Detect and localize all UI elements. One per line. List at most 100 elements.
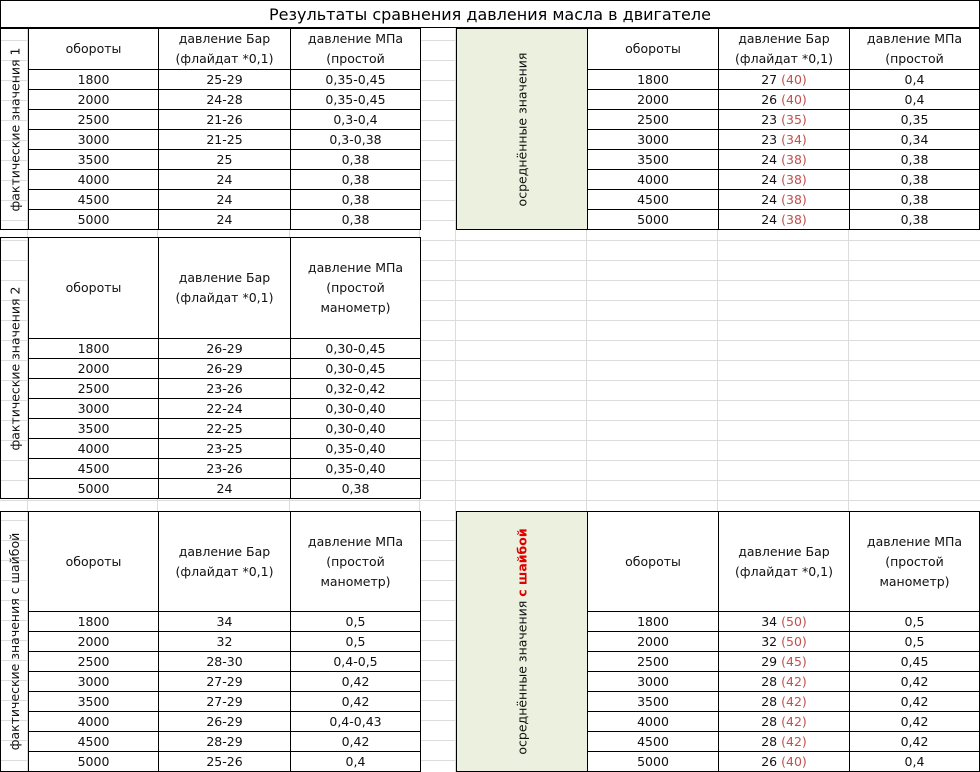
table-cell[interactable]: 1800 — [587, 611, 719, 632]
table-cell[interactable]: 24 — [158, 478, 291, 499]
table-cell[interactable]: 1800 — [28, 338, 159, 359]
table-cell[interactable]: 2000 — [587, 631, 719, 652]
table-cell[interactable]: 0,42 — [290, 671, 421, 692]
table-cell[interactable]: 2500 — [587, 651, 719, 672]
table-cell[interactable]: 1800 — [28, 69, 159, 90]
table-cell[interactable]: 4000 — [28, 711, 159, 732]
table-cell[interactable]: 0,5 — [290, 631, 421, 652]
table-cell[interactable]: 34 — [158, 611, 291, 632]
table-cell[interactable]: 23 (34) — [718, 129, 850, 150]
table-cell[interactable]: 26-29 — [158, 358, 291, 379]
column-header[interactable]: давление Бар (флайдат *0,1) — [718, 28, 850, 70]
table-cell[interactable]: 0,35-0,45 — [290, 69, 421, 90]
table-cell[interactable]: 0,42 — [849, 731, 980, 752]
table-cell[interactable]: 28-30 — [158, 651, 291, 672]
table-cell[interactable]: 3000 — [28, 671, 159, 692]
table-cell[interactable]: 25-26 — [158, 751, 291, 772]
table-cell[interactable]: 0,30-0,40 — [290, 418, 421, 439]
table-cell[interactable]: 0,35 — [849, 109, 980, 130]
table-cell[interactable]: 3500 — [28, 691, 159, 712]
table-cell[interactable]: 2000 — [587, 89, 719, 110]
column-header[interactable]: обороты — [587, 511, 719, 612]
table-cell[interactable]: 0,5 — [849, 631, 980, 652]
table-cell[interactable]: 0,5 — [849, 611, 980, 632]
table-cell[interactable]: 0,38 — [849, 149, 980, 170]
table-cell[interactable]: 3000 — [28, 398, 159, 419]
table-cell[interactable]: 0,38 — [290, 149, 421, 170]
table-cell[interactable]: 1800 — [587, 69, 719, 90]
table-cell[interactable]: 29 (45) — [718, 651, 850, 672]
table-cell[interactable]: 26-29 — [158, 338, 291, 359]
table-cell[interactable]: 5000 — [28, 209, 159, 230]
table-cell[interactable]: 24 (38) — [718, 209, 850, 230]
table-cell[interactable]: 0,38 — [290, 478, 421, 499]
table-cell[interactable]: 4000 — [28, 169, 159, 190]
table-cell[interactable]: 5000 — [28, 478, 159, 499]
column-header[interactable]: давление МПа (простой манометр) — [290, 237, 421, 339]
table-cell[interactable]: 21-26 — [158, 109, 291, 130]
table-cell[interactable]: 0,38 — [849, 189, 980, 210]
table-cell[interactable]: 0,35-0,40 — [290, 438, 421, 459]
table-cell[interactable]: 23-26 — [158, 458, 291, 479]
table-cell[interactable]: 0,42 — [290, 691, 421, 712]
column-header[interactable]: обороты — [28, 237, 159, 339]
table-cell[interactable]: 0,3-0,4 — [290, 109, 421, 130]
table-cell[interactable]: 3000 — [587, 671, 719, 692]
table-cell[interactable]: 32 (50) — [718, 631, 850, 652]
table-cell[interactable]: 3500 — [587, 691, 719, 712]
table-cell[interactable]: 3000 — [28, 129, 159, 150]
table-cell[interactable]: 24 (38) — [718, 189, 850, 210]
table-cell[interactable]: 0,42 — [849, 671, 980, 692]
table-cell[interactable]: 0,38 — [290, 209, 421, 230]
table-cell[interactable]: 34 (50) — [718, 611, 850, 632]
table-cell[interactable]: 23-26 — [158, 378, 291, 399]
table-cell[interactable]: 4000 — [587, 169, 719, 190]
table-cell[interactable]: 0,38 — [849, 169, 980, 190]
table-cell[interactable]: 28-29 — [158, 731, 291, 752]
table-cell[interactable]: 4500 — [28, 189, 159, 210]
table-cell[interactable]: 0,32-0,42 — [290, 378, 421, 399]
table-cell[interactable]: 24 — [158, 189, 291, 210]
table-cell[interactable]: 24 — [158, 209, 291, 230]
table-cell[interactable]: 4500 — [28, 458, 159, 479]
table-cell[interactable]: 0,38 — [290, 169, 421, 190]
table-cell[interactable]: 0,3-0,38 — [290, 129, 421, 150]
table-cell[interactable]: 2500 — [28, 378, 159, 399]
table-cell[interactable]: 4500 — [28, 731, 159, 752]
column-header[interactable]: давление Бар (флайдат *0,1) — [158, 237, 291, 339]
table-cell[interactable]: 25-29 — [158, 69, 291, 90]
table-cell[interactable]: 27 (40) — [718, 69, 850, 90]
table-cell[interactable]: 3000 — [587, 129, 719, 150]
table-cell[interactable]: 28 (42) — [718, 731, 850, 752]
table-cell[interactable]: 0,30-0,40 — [290, 398, 421, 419]
column-header[interactable]: давление Бар (флайдат *0,1) — [158, 511, 291, 612]
table-cell[interactable]: 0,38 — [849, 209, 980, 230]
column-header[interactable]: давление МПа (простой — [290, 28, 421, 70]
column-header[interactable]: давление Бар (флайдат *0,1) — [158, 28, 291, 70]
table-cell[interactable]: 2000 — [28, 89, 159, 110]
table-cell[interactable]: 32 — [158, 631, 291, 652]
table-cell[interactable]: 22-24 — [158, 398, 291, 419]
table-cell[interactable]: 3500 — [28, 418, 159, 439]
table-cell[interactable]: 25 — [158, 149, 291, 170]
table-cell[interactable]: 2500 — [28, 651, 159, 672]
table-cell[interactable]: 26 (40) — [718, 89, 850, 110]
table-cell[interactable]: 24 — [158, 169, 291, 190]
table-cell[interactable]: 28 (42) — [718, 711, 850, 732]
column-header[interactable]: обороты — [28, 511, 159, 612]
table-cell[interactable]: 27-29 — [158, 691, 291, 712]
column-header[interactable]: обороты — [587, 28, 719, 70]
table-cell[interactable]: 3500 — [587, 149, 719, 170]
table-cell[interactable]: 0,4 — [849, 751, 980, 772]
table-cell[interactable]: 28 (42) — [718, 671, 850, 692]
column-header[interactable]: давление МПа (простой манометр) — [849, 511, 980, 612]
table-cell[interactable]: 23 (35) — [718, 109, 850, 130]
table-cell[interactable]: 0,42 — [290, 731, 421, 752]
table-cell[interactable]: 0,4 — [849, 89, 980, 110]
table-cell[interactable]: 0,38 — [290, 189, 421, 210]
table-cell[interactable]: 1800 — [28, 611, 159, 632]
table-cell[interactable]: 27-29 — [158, 671, 291, 692]
table-cell[interactable]: 0,35-0,45 — [290, 89, 421, 110]
table-cell[interactable]: 5000 — [587, 209, 719, 230]
table-cell[interactable]: 24-28 — [158, 89, 291, 110]
